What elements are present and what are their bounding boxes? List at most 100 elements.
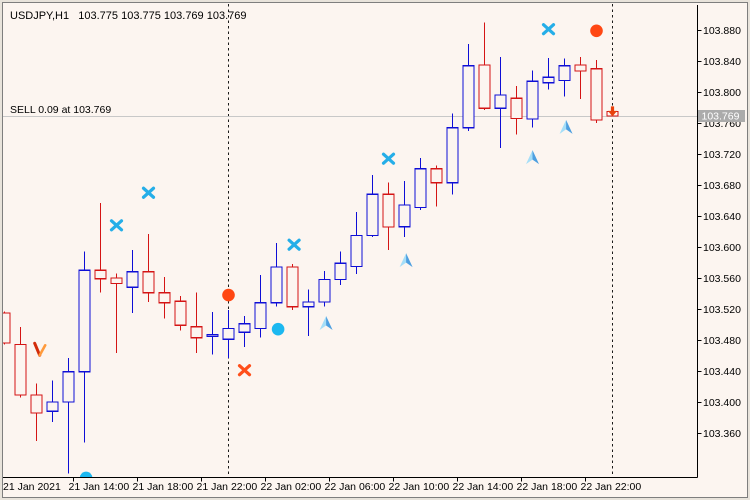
candle-0 xyxy=(3,311,11,345)
price-tag-value: 103.769 xyxy=(702,111,740,123)
candle-18 xyxy=(286,264,299,310)
dot-marker-orange xyxy=(222,288,235,302)
up-arrow-marker xyxy=(399,253,413,268)
candle-5 xyxy=(78,251,91,443)
candle-28 xyxy=(446,113,459,195)
candle-body-up xyxy=(526,80,539,120)
candle-7 xyxy=(110,273,123,354)
y-axis-label: 103.680 xyxy=(703,180,741,192)
candle-1 xyxy=(14,326,27,398)
candle-body-up xyxy=(414,168,427,209)
up-arrow-left xyxy=(399,253,407,268)
x-axis-label: 22 Jan 02:00 xyxy=(261,481,322,493)
y-axis-label: 103.440 xyxy=(703,366,741,378)
candle-body-up xyxy=(494,94,507,109)
candle-body-down xyxy=(590,68,603,121)
up-arrow-marker xyxy=(526,150,539,165)
candle-body-down xyxy=(14,344,27,396)
candle-body-down xyxy=(110,277,123,285)
symbol-ohlc-title: USDJPY,H1 103.775 103.775 103.769 103.76… xyxy=(10,10,246,22)
dot-marker-cyan xyxy=(271,322,285,336)
up-arrow-left xyxy=(526,150,533,165)
candle-22 xyxy=(350,212,363,275)
up-arrow-marker xyxy=(559,119,573,134)
candle-20 xyxy=(318,271,331,307)
candle-19 xyxy=(302,289,315,337)
dot-marker-orange xyxy=(590,24,603,38)
y-axis-label: 103.560 xyxy=(703,273,741,285)
y-axis-label: 103.480 xyxy=(703,335,741,347)
candle-body-down xyxy=(94,269,107,280)
candle-36 xyxy=(574,57,587,99)
candle-4 xyxy=(62,357,75,474)
candle-body-down xyxy=(190,326,203,339)
down-arrow-marker xyxy=(607,106,618,117)
cross-marker-cyan xyxy=(287,238,301,251)
candle-23 xyxy=(366,174,379,237)
candle-body-down xyxy=(142,271,155,294)
candle-body-down xyxy=(478,64,491,109)
y-axis-label: 103.800 xyxy=(703,87,741,99)
candle-8 xyxy=(126,250,139,313)
cross-marker-orange xyxy=(237,364,252,377)
dot-marker-cyan xyxy=(79,471,93,478)
candle-body-up xyxy=(206,333,219,337)
candle-body-down xyxy=(430,168,443,184)
x-axis-label: 22 Jan 22:00 xyxy=(581,481,642,493)
candle-body-down xyxy=(286,266,299,308)
candle-body-down xyxy=(3,312,11,344)
candle-37 xyxy=(590,60,603,123)
candle-14 xyxy=(222,309,235,358)
y-axis-label: 103.880 xyxy=(703,25,741,37)
y-axis-label: 103.600 xyxy=(703,242,741,254)
cross-marker-cyan xyxy=(541,23,556,36)
candle-26 xyxy=(414,157,427,210)
candle-body-up xyxy=(334,262,347,281)
open-position-label: SELL 0.09 at 103.769 xyxy=(10,104,111,116)
candle-12 xyxy=(190,292,203,354)
candle-6 xyxy=(94,202,107,293)
candle-body-down xyxy=(30,394,43,414)
candle-17 xyxy=(270,243,283,307)
x-axis-label: 22 Jan 06:00 xyxy=(325,481,386,493)
candle-24 xyxy=(382,182,395,251)
candle-body-up xyxy=(318,278,331,303)
sell-arrow-right-stroke xyxy=(38,343,47,357)
cross-marker-cyan xyxy=(141,186,156,199)
up-arrow-left xyxy=(559,119,567,134)
candle-33 xyxy=(526,70,539,128)
up-arrow-right xyxy=(566,119,573,134)
candle-body-up xyxy=(126,271,139,288)
cross-marker-cyan xyxy=(109,219,124,232)
candle-34 xyxy=(542,57,555,90)
candle-9 xyxy=(142,233,155,303)
y-axis-label: 103.400 xyxy=(703,397,741,409)
candle-body-up xyxy=(350,234,363,267)
y-axis-label: 103.840 xyxy=(703,56,741,68)
x-axis-label: 21 Jan 22:00 xyxy=(197,481,258,493)
candle-16 xyxy=(254,274,267,338)
up-arrow-marker xyxy=(319,315,333,330)
x-axis-label: 22 Jan 10:00 xyxy=(389,481,450,493)
candle-35 xyxy=(558,58,571,97)
candle-body-up xyxy=(238,323,251,333)
candle-body-up xyxy=(78,269,91,373)
candle-13 xyxy=(206,312,219,355)
cross-marker-cyan xyxy=(381,152,396,165)
candle-body-up xyxy=(542,76,555,84)
candle-body-up xyxy=(302,301,315,308)
sell-arrow-left-stroke xyxy=(33,341,42,357)
candle-body-down xyxy=(574,64,587,72)
x-axis-label: 22 Jan 18:00 xyxy=(517,481,578,493)
x-axis-label: 21 Jan 14:00 xyxy=(69,481,130,493)
y-axis-label: 103.360 xyxy=(703,428,741,440)
candle-body-up xyxy=(270,266,283,304)
y-axis-label: 103.720 xyxy=(703,149,741,161)
y-axis-label: 103.520 xyxy=(703,304,741,316)
candle-30 xyxy=(478,22,491,110)
candle-body-down xyxy=(158,292,171,304)
candle-11 xyxy=(174,295,187,331)
